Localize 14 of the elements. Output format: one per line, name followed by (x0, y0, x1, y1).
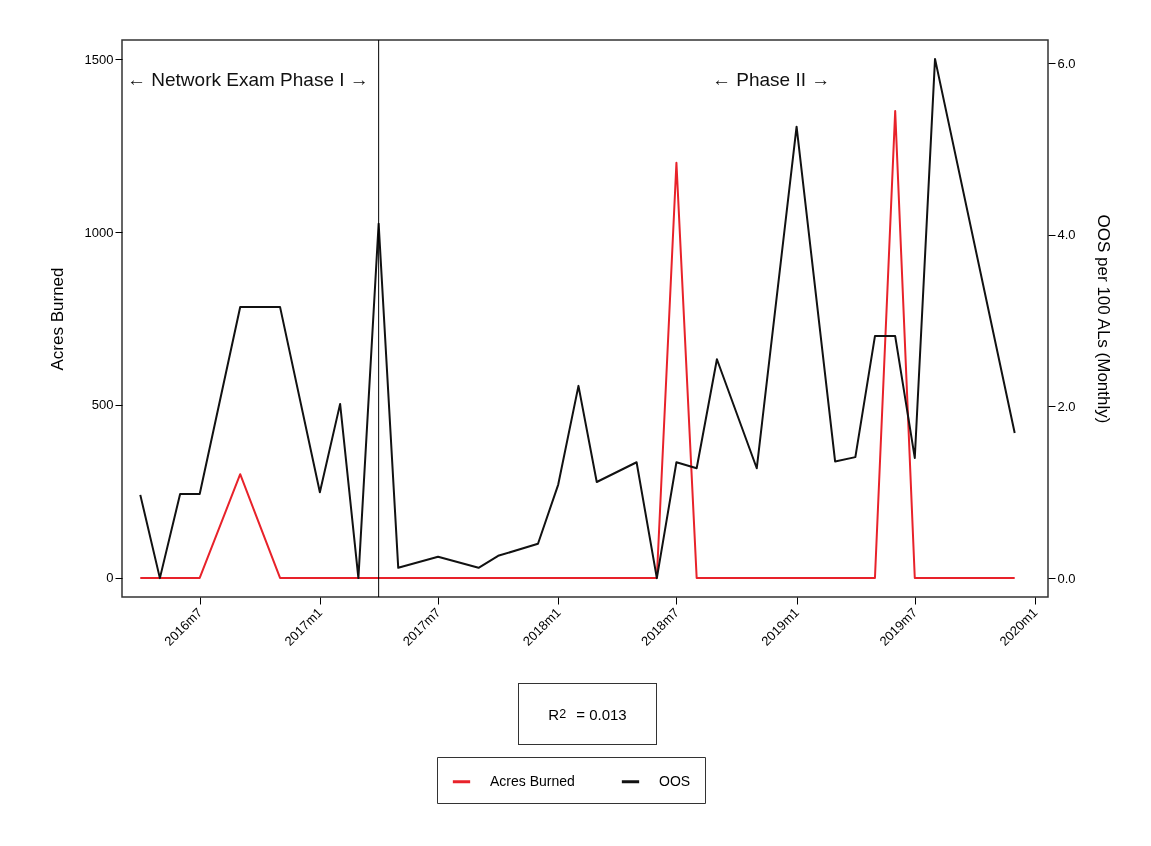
annotation: ← Phase II → (712, 69, 831, 90)
legend-label: Acres Burned (490, 772, 575, 789)
y-axis-title: Acres Burned (47, 267, 67, 371)
y2-axis-title: OOS per 100 ALs (Monthly) (1093, 214, 1113, 424)
y-tick-label: 1500 (84, 51, 114, 67)
y2-tick-label: 2.0 (1057, 398, 1076, 414)
y-tick-label: 0 (106, 570, 114, 586)
y2-tick-label: 4.0 (1057, 227, 1076, 243)
y2-tick-label: 0.0 (1057, 570, 1076, 586)
y2-tick-label: 6.0 (1057, 55, 1076, 71)
annotation: ← Network Exam Phase I → (127, 69, 369, 90)
legend-label: OOS (659, 772, 691, 789)
y-tick-label: 1000 (84, 224, 114, 240)
y-tick-label: 500 (91, 397, 114, 413)
